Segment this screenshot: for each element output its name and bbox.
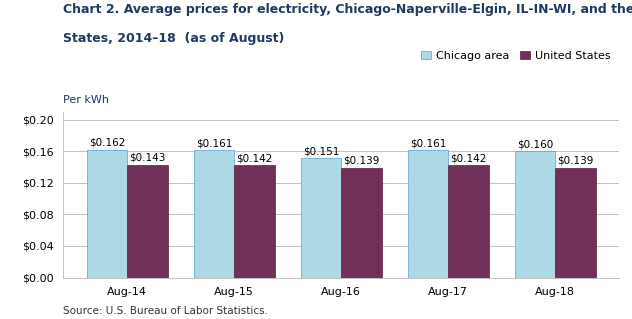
Bar — [87, 150, 128, 278]
Text: $0.142: $0.142 — [451, 153, 487, 163]
Bar — [234, 165, 275, 278]
Text: States, 2014–18  (as of August): States, 2014–18 (as of August) — [63, 32, 284, 45]
Text: Source: U.S. Bureau of Labor Statistics.: Source: U.S. Bureau of Labor Statistics. — [63, 306, 268, 316]
Bar — [301, 158, 341, 278]
Text: $0.151: $0.151 — [303, 146, 339, 156]
Legend: Chicago area, United States: Chicago area, United States — [418, 48, 614, 64]
Bar — [341, 168, 382, 278]
Bar — [408, 150, 448, 278]
Bar — [514, 151, 555, 278]
Text: $0.160: $0.160 — [517, 139, 553, 149]
Text: $0.142: $0.142 — [236, 153, 273, 163]
Text: $0.143: $0.143 — [130, 152, 166, 163]
Text: $0.162: $0.162 — [89, 137, 125, 148]
Bar — [448, 165, 489, 278]
Text: Chart 2. Average prices for electricity, Chicago-Naperville-Elgin, IL-IN-WI, and: Chart 2. Average prices for electricity,… — [63, 3, 632, 16]
Text: Per kWh: Per kWh — [63, 95, 109, 105]
Bar — [193, 150, 234, 278]
Bar — [128, 165, 168, 278]
Text: $0.161: $0.161 — [410, 138, 446, 148]
Text: $0.161: $0.161 — [196, 138, 232, 148]
Bar — [555, 168, 596, 278]
Text: $0.139: $0.139 — [343, 156, 380, 166]
Text: $0.139: $0.139 — [557, 156, 593, 166]
